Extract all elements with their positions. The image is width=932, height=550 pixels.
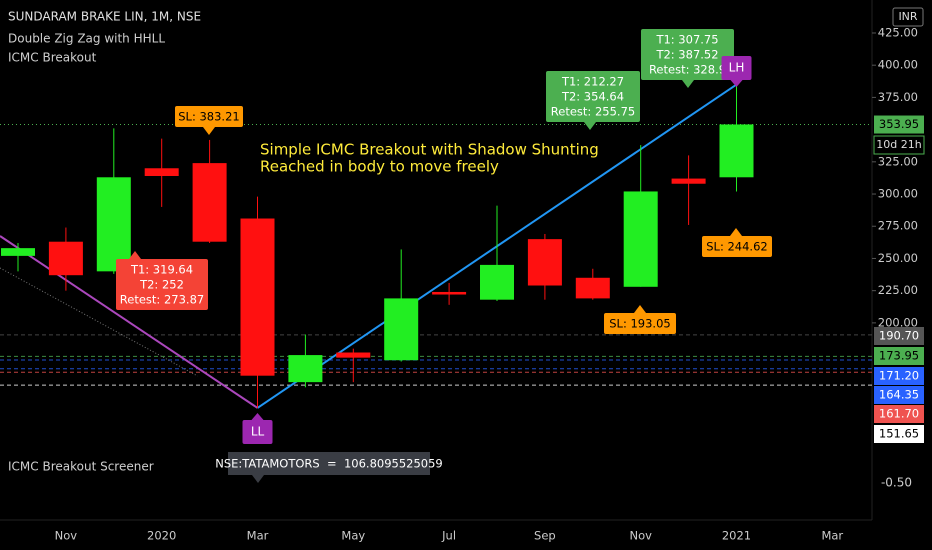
screener-axis-label: -0.50 [881, 476, 912, 490]
zigzag-lower [0, 235, 259, 409]
y-tick-label: 325.00 [878, 154, 918, 168]
annotation-text: Retest: 328.9 [649, 63, 726, 77]
annotation-box [175, 106, 243, 127]
annotation-box [604, 313, 676, 334]
pivot-pointer [251, 413, 264, 420]
countdown-box [873, 135, 925, 155]
last-price-label-box [874, 115, 924, 134]
pivot-pointer [730, 80, 743, 87]
x-tick-label: 2021 [722, 529, 751, 543]
x-tick-label: May [341, 529, 365, 543]
price-label-box [874, 386, 924, 404]
annotation-text: T2: 252 [139, 278, 184, 292]
x-tick-label: Nov [55, 529, 78, 543]
note: Reached in body to move freely [260, 158, 499, 176]
price-label-box [874, 405, 924, 423]
annotation-text: SL: 193.05 [609, 317, 670, 331]
indicator-name: ICMC Breakout [8, 51, 97, 65]
currency-box [892, 7, 924, 27]
candle-body [240, 218, 275, 376]
note: Simple ICMC Breakout with Shadow Shuntin… [260, 141, 599, 159]
annotation-box [546, 71, 640, 122]
y-tick-label: 225.00 [878, 283, 918, 297]
y-tick-label: 200.00 [878, 315, 918, 329]
pivot-box [242, 420, 273, 444]
candle-body [336, 352, 371, 358]
y-tick-label: 400.00 [878, 58, 918, 72]
price-label-box [874, 425, 924, 443]
price-label: 161.70 [879, 407, 919, 421]
annotation-text: T1: 319.64 [130, 263, 193, 277]
candle-body [288, 355, 323, 383]
candle-body [527, 239, 562, 286]
annotation-text: SL: 383.21 [178, 110, 239, 124]
last-price-label: 353.95 [879, 117, 919, 131]
price-label-box [874, 327, 924, 345]
x-tick-label: Mar [247, 529, 269, 543]
candle-body [623, 191, 658, 287]
price-label-box [874, 347, 924, 365]
y-tick-label: 275.00 [878, 219, 918, 233]
candle-body [384, 298, 419, 361]
annotation-pointer [129, 251, 141, 259]
candle-body [575, 277, 610, 299]
price-label: 151.65 [879, 427, 919, 441]
price-label-box [874, 367, 924, 385]
indicator-name: Double Zig Zag with HHLL [8, 32, 165, 46]
annotation-text: T1: 307.75 [655, 33, 718, 47]
screener-box [228, 452, 430, 475]
annotation-text: T1: 212.27 [561, 75, 624, 89]
x-tick-label: Nov [629, 529, 652, 543]
annotation-pointer [203, 127, 215, 135]
x-tick-label: Mar [821, 529, 843, 543]
candle-body [48, 241, 83, 276]
candle-body [144, 168, 179, 176]
x-tick-label: 2020 [147, 529, 176, 543]
candle-body [1, 248, 35, 256]
annotation-text: T2: 354.64 [561, 90, 624, 104]
pivot-label: LL [251, 425, 265, 439]
price-label: 171.20 [879, 369, 919, 383]
candle-body [96, 177, 131, 272]
candle-body [480, 264, 514, 300]
annotation-pointer [584, 122, 596, 130]
x-tick-label: Jul [441, 529, 456, 543]
annotation-pointer [634, 305, 646, 313]
annotation-text: Retest: 255.75 [551, 105, 635, 119]
y-tick-label: 375.00 [878, 90, 918, 104]
annotation-text: T2: 387.52 [655, 48, 718, 62]
candle-body [432, 291, 467, 295]
screener-pointer [252, 475, 264, 483]
annotation-pointer [682, 80, 694, 88]
pivot-box [721, 56, 752, 80]
price-label: 173.95 [879, 349, 919, 363]
price-label: 190.70 [879, 329, 919, 343]
annotation-pointer [730, 228, 742, 236]
price-label: 164.35 [879, 388, 919, 402]
screener-readout: NSE:TATAMOTORS = 106.8095525059 [215, 457, 443, 471]
annotation-text: SL: 244.62 [706, 240, 767, 254]
candle-body [719, 124, 754, 178]
annotation-box [641, 29, 734, 80]
candle-body [192, 163, 227, 242]
annotation-box [702, 236, 772, 257]
candle-body [671, 178, 706, 184]
annotation-box [116, 259, 208, 310]
chart-title: SUNDARAM BRAKE LIN, 1M, NSE [8, 10, 201, 24]
x-tick-label: Sep [534, 529, 556, 543]
y-tick-label: 250.00 [878, 251, 918, 265]
y-tick-label: 425.00 [878, 25, 918, 39]
countdown: 10d 21h [876, 138, 921, 151]
y-tick-label: 300.00 [878, 187, 918, 201]
annotation-text: Retest: 273.87 [120, 293, 204, 307]
screener-title: ICMC Breakout Screener [8, 460, 154, 474]
currency: INR [898, 10, 917, 23]
pivot-label: LH [729, 61, 745, 75]
